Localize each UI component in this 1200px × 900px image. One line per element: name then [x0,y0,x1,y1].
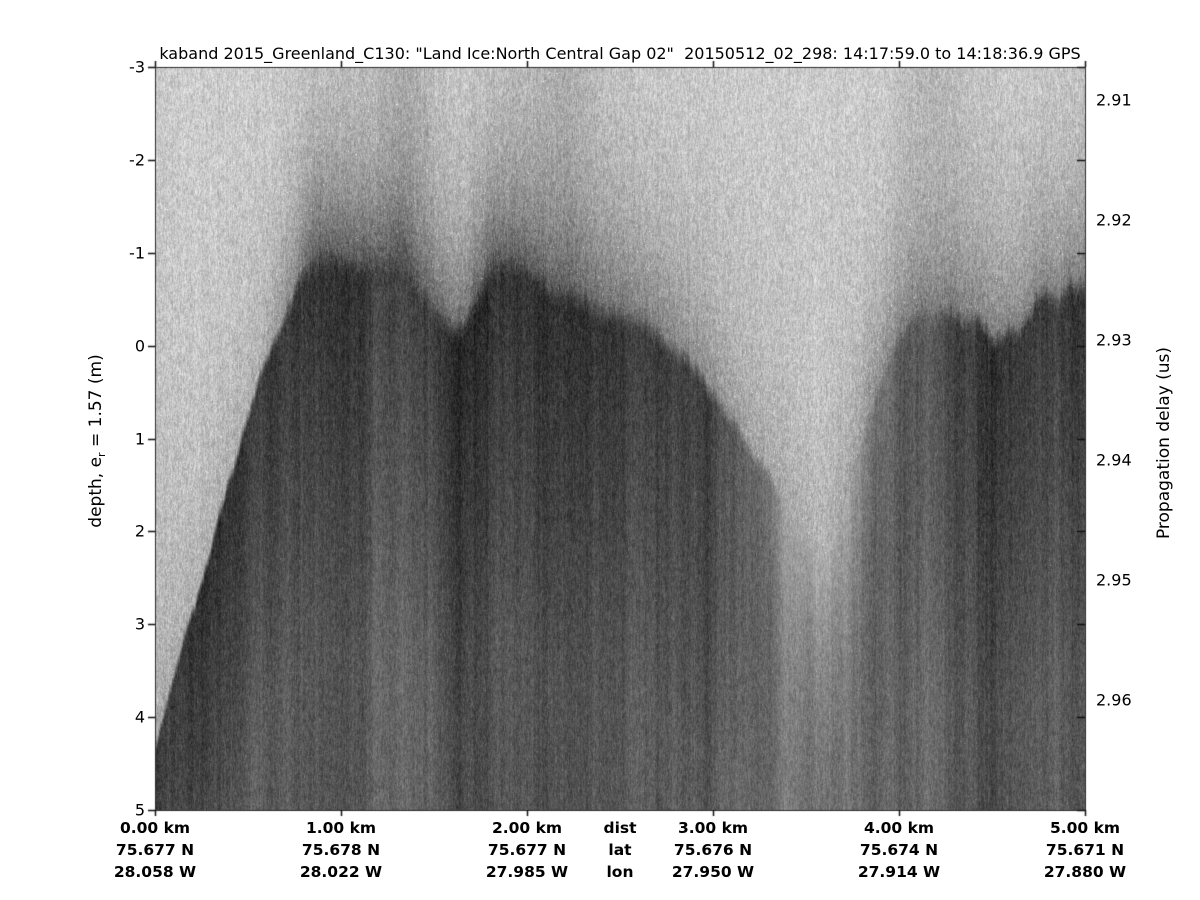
geo-dist-value: 1.00 km [305,819,377,837]
geo-column: 1.00 km 75.678 N 28.022 W [300,817,382,883]
geo-column: 5.00 km 75.671 N 27.880 W [1044,817,1126,883]
geo-lat-value: 75.676 N [673,841,753,859]
geo-column: 3.00 km 75.676 N 27.950 W [672,817,754,883]
geo-lat-value: 75.674 N [859,841,939,859]
geo-lat-value: 75.677 N [487,841,567,859]
geo-dist-value: 0.00 km [119,819,191,837]
delay-tick-label: 2.95 [1096,570,1132,590]
geo-lon-value: 28.022 W [299,863,383,881]
depth-tick-label: -3 [129,57,145,77]
geo-column: 0.00 km 75.677 N 28.058 W [114,817,196,883]
geo-column: 4.00 km 75.674 N 27.914 W [858,817,940,883]
figure-title: kaband 2015_Greenland_C130: "Land Ice:No… [159,44,1081,63]
delay-tick-label: 2.94 [1096,450,1132,470]
depth-tick-label: 2 [134,521,145,541]
right-axis-label: Propagation delay (us) [1154,346,1174,540]
geo-lat-value: 75.678 N [301,841,381,859]
geo-lon-value: 27.880 W [1043,863,1127,881]
delay-tick-label: 2.92 [1096,210,1132,230]
geo-column: 2.00 km 75.677 N 27.985 W [486,817,568,883]
delay-tick-label: 2.91 [1096,90,1132,110]
geo-lon-value: 28.058 W [113,863,197,881]
geo-header-column: dist lat lon [603,817,636,883]
geo-lon-value: 27.914 W [857,863,941,881]
depth-tick-label: 5 [134,800,145,820]
geo-header-lat: lat [608,841,632,859]
depth-tick-label: 0 [134,336,145,356]
geo-lon-value: 27.950 W [671,863,755,881]
delay-tick-label: 2.96 [1096,690,1132,710]
geo-lat-value: 75.677 N [115,841,195,859]
geo-dist-value: 5.00 km [1049,819,1121,837]
geo-dist-value: 3.00 km [677,819,749,837]
depth-tick-label: 1 [134,429,145,448]
depth-tick-label: 3 [134,614,145,634]
geo-header-dist: dist [603,819,637,837]
geo-dist-value: 4.00 km [863,819,935,837]
geo-dist-value: 2.00 km [491,819,563,837]
depth-tick-label: 4 [134,707,145,727]
depth-tick-label: -2 [129,150,145,170]
geo-lon-value: 27.985 W [485,863,569,881]
depth-tick-label: -1 [129,243,145,263]
delay-tick-label: 2.93 [1096,330,1132,350]
left-axis-label: depth, er = 1.57 (m) [85,354,109,528]
geo-header-lon: lon [606,863,634,881]
geo-lat-value: 75.671 N [1045,841,1125,859]
